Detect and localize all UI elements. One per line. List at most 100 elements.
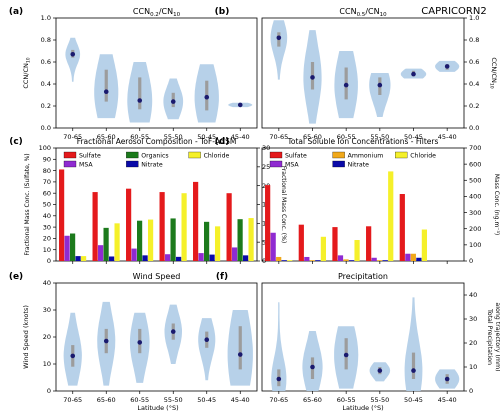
panel-c-legend-swatch-organics (126, 151, 139, 159)
panel-c-bar-organics-50-45 (204, 221, 210, 261)
panel-b-ytick-label: 0.2 (469, 102, 479, 110)
panel-d-bar-nitrate-65-60 (315, 260, 321, 261)
panel-f-ytick-label: 20 (469, 339, 477, 347)
panel-d-y2label: Mass Conc. (ng.m⁻³) (493, 174, 500, 235)
panel-e-median-50-45 (204, 337, 210, 343)
panel-d-legend-swatch-sulfate (269, 151, 283, 159)
panel-a-title: CCN0.2/CN10 (133, 7, 181, 18)
panel-e-violin-50-45 (198, 318, 216, 381)
panel-c-bar-nitrate-60-55 (142, 255, 148, 261)
panel-a-ytick-label: 1.0 (41, 14, 51, 22)
panel-e-median-65-60 (103, 338, 109, 344)
panel-a-violin-70-65 (65, 37, 81, 82)
panel-c-bar-organics-70-65 (70, 233, 76, 261)
panel-c-bar-sulfate-50-45 (193, 181, 199, 261)
panel-c-ytick-label: 0 (47, 257, 51, 265)
panel-c-bar-organics-55-50 (170, 218, 176, 261)
panel-f-violin-50-45 (404, 297, 423, 391)
panel-a-frame (55, 17, 258, 129)
panel-b-ytick-label: 0.8 (469, 36, 479, 44)
panel-d-bar-nitrate-60-55 (348, 260, 355, 261)
panel-f-letter: (f) (216, 272, 228, 282)
panel-c-bar-sulfate-45-40 (226, 193, 232, 261)
panel-e-frame (55, 282, 258, 392)
panel-b-median-55-50 (377, 82, 383, 88)
panel-e-ytick-label: 20 (43, 333, 51, 341)
panel-c-bar-nitrate-55-50 (175, 256, 182, 261)
panel-d-legend-label-msa: MSA (285, 162, 299, 169)
panel-c-ylabel: Fractional Mass Conc. (Sulfate, %) (24, 153, 31, 255)
panel-c-bar-organics-65-60 (103, 227, 109, 261)
panel-d-bar-chloride-50-45 (421, 229, 428, 261)
panel-b-median-45-40 (444, 64, 450, 69)
panel-d-bar-ammonium-70-65 (276, 256, 282, 261)
panel-c-ytick-label: 10 (43, 246, 51, 254)
panel-e-title: Wind Speed (133, 272, 181, 281)
panel-a-median-55-50 (170, 99, 176, 104)
panel-a-xtick-label: 55-50 (164, 133, 183, 141)
panel-b-median-70-65 (276, 35, 282, 41)
panel-a-iqr-65-60 (104, 69, 108, 102)
panel-e-ylabel: Wind Speed (knots) (22, 305, 30, 369)
panel-d-letter: (d) (215, 137, 230, 147)
panel-d-bar-ammonium-65-60 (309, 260, 315, 261)
panel-f-frame (261, 282, 465, 392)
panel-b-median-65-60 (310, 75, 315, 80)
panel-a-ytick-label: 0.0 (41, 124, 51, 132)
panel-c-y2label: Fractional Mass Conc. (%) (280, 166, 287, 243)
panel-c-ytick-label: 40 (43, 212, 51, 220)
panel-c-ytick-label: 20 (43, 235, 51, 243)
panel-c-ytick-label: 90 (43, 156, 51, 164)
panel-d-bar-chloride-60-55 (354, 240, 360, 261)
panel-e-ytick-label: 40 (43, 279, 51, 287)
panel-c-ytick-label: 100 (39, 144, 51, 152)
panel-b-median-50-45 (411, 71, 416, 77)
panel-a-median-65-60 (103, 89, 109, 94)
panel-a-median-60-55 (137, 98, 143, 103)
panel-c-legend-label-msa: MSA (79, 162, 93, 169)
panel-c-legend-label-chloride: Chloride (204, 153, 230, 160)
panel-d-bar-msa-70-65 (270, 232, 276, 261)
panel-d-y2-ytick-label: 0 (469, 257, 473, 265)
panel-b-letter: (b) (215, 7, 230, 17)
panel-d-bar-sulfate-65-60 (298, 224, 304, 261)
panel-a-ylabel: CCN/CN10 (22, 57, 32, 88)
panel-b-title: CCN0.5/CN10 (339, 7, 387, 18)
panel-e-ytick-label: 10 (43, 360, 51, 368)
panel-d-bar-ammonium-60-55 (343, 259, 349, 261)
panel-e-xtick-label: 45-40 (231, 396, 250, 404)
panel-d-bar-msa-60-55 (337, 255, 344, 261)
panel-f-ytick-label: 30 (469, 315, 477, 323)
panel-f-xtick-label: 55-50 (370, 396, 389, 404)
panel-b-xtick-label: 65-60 (303, 133, 322, 141)
panel-c-bar-sulfate-70-65 (59, 169, 65, 261)
panel-c-letter: (c) (9, 137, 23, 147)
panel-b-xtick-label: 45-40 (438, 133, 457, 141)
panel-a-letter: (a) (9, 7, 23, 17)
campaign-label: CAPRICORN2 (421, 6, 486, 17)
panel-f-median-60-55 (343, 352, 349, 358)
panel-d-bar-ammonium-50-45 (410, 253, 416, 261)
panel-d-bar-nitrate-55-50 (382, 260, 388, 261)
panel-d-bar-chloride-65-60 (320, 236, 327, 261)
panel-c-legend-swatch-nitrate (126, 160, 139, 168)
panel-c-bar-sulfate-55-50 (159, 192, 165, 261)
panel-a-median-70-65 (70, 52, 76, 57)
panel-a-median-50-45 (204, 94, 210, 100)
panel-d-bar-msa-65-60 (304, 256, 310, 261)
panel-e-iqr-45-40 (238, 326, 242, 370)
panel-c-bar-nitrate-65-60 (108, 256, 115, 261)
panel-d-legend-swatch-chloride (395, 151, 408, 159)
panel-d-legend-swatch-msa (269, 160, 283, 168)
panel-f-ytick-label: 0 (469, 387, 473, 395)
panel-c-bar-chloride-60-55 (147, 219, 154, 261)
panel-b-frame (261, 17, 465, 129)
panel-c-y2-ytick-label: 5 (262, 238, 266, 246)
panel-f-xtick-label: 70-65 (269, 396, 288, 404)
panel-c-bar-chloride-70-65 (80, 256, 87, 261)
panel-d-bar-msa-55-50 (371, 257, 377, 261)
panel-b-ytick-label: 0.0 (469, 124, 479, 132)
panel-d-bar-sulfate-70-65 (265, 185, 271, 261)
panel-f-xtick-label: 45-40 (438, 396, 457, 404)
panel-f-xtick-label: 60-55 (337, 396, 356, 404)
